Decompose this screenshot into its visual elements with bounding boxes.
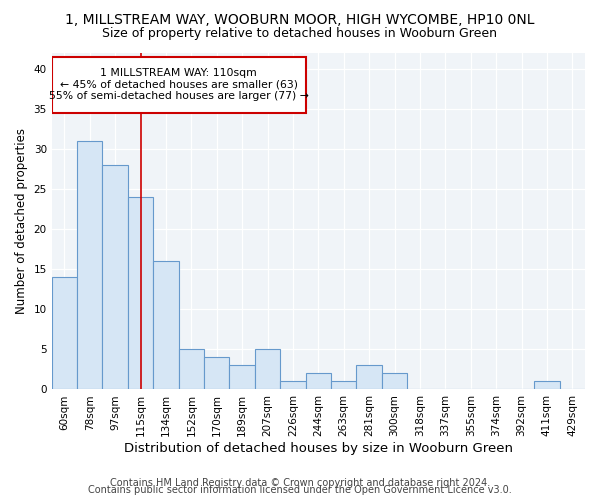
Bar xyxy=(128,197,153,390)
Bar xyxy=(255,350,280,390)
Y-axis label: Number of detached properties: Number of detached properties xyxy=(15,128,28,314)
Bar xyxy=(204,358,229,390)
Bar xyxy=(103,165,128,390)
Text: Size of property relative to detached houses in Wooburn Green: Size of property relative to detached ho… xyxy=(103,28,497,40)
Bar xyxy=(229,366,255,390)
Bar xyxy=(331,382,356,390)
Bar xyxy=(356,366,382,390)
Bar xyxy=(280,382,305,390)
Bar xyxy=(179,350,204,390)
Bar xyxy=(305,374,331,390)
Text: Contains HM Land Registry data © Crown copyright and database right 2024.: Contains HM Land Registry data © Crown c… xyxy=(110,478,490,488)
Text: 1, MILLSTREAM WAY, WOOBURN MOOR, HIGH WYCOMBE, HP10 0NL: 1, MILLSTREAM WAY, WOOBURN MOOR, HIGH WY… xyxy=(65,12,535,26)
Bar xyxy=(534,382,560,390)
Bar xyxy=(77,141,103,390)
Bar xyxy=(52,277,77,390)
Bar xyxy=(382,374,407,390)
Text: 1 MILLSTREAM WAY: 110sqm
← 45% of detached houses are smaller (63)
55% of semi-d: 1 MILLSTREAM WAY: 110sqm ← 45% of detach… xyxy=(49,68,308,101)
Text: Contains public sector information licensed under the Open Government Licence v3: Contains public sector information licen… xyxy=(88,485,512,495)
FancyBboxPatch shape xyxy=(52,56,305,112)
X-axis label: Distribution of detached houses by size in Wooburn Green: Distribution of detached houses by size … xyxy=(124,442,513,455)
Bar xyxy=(153,261,179,390)
